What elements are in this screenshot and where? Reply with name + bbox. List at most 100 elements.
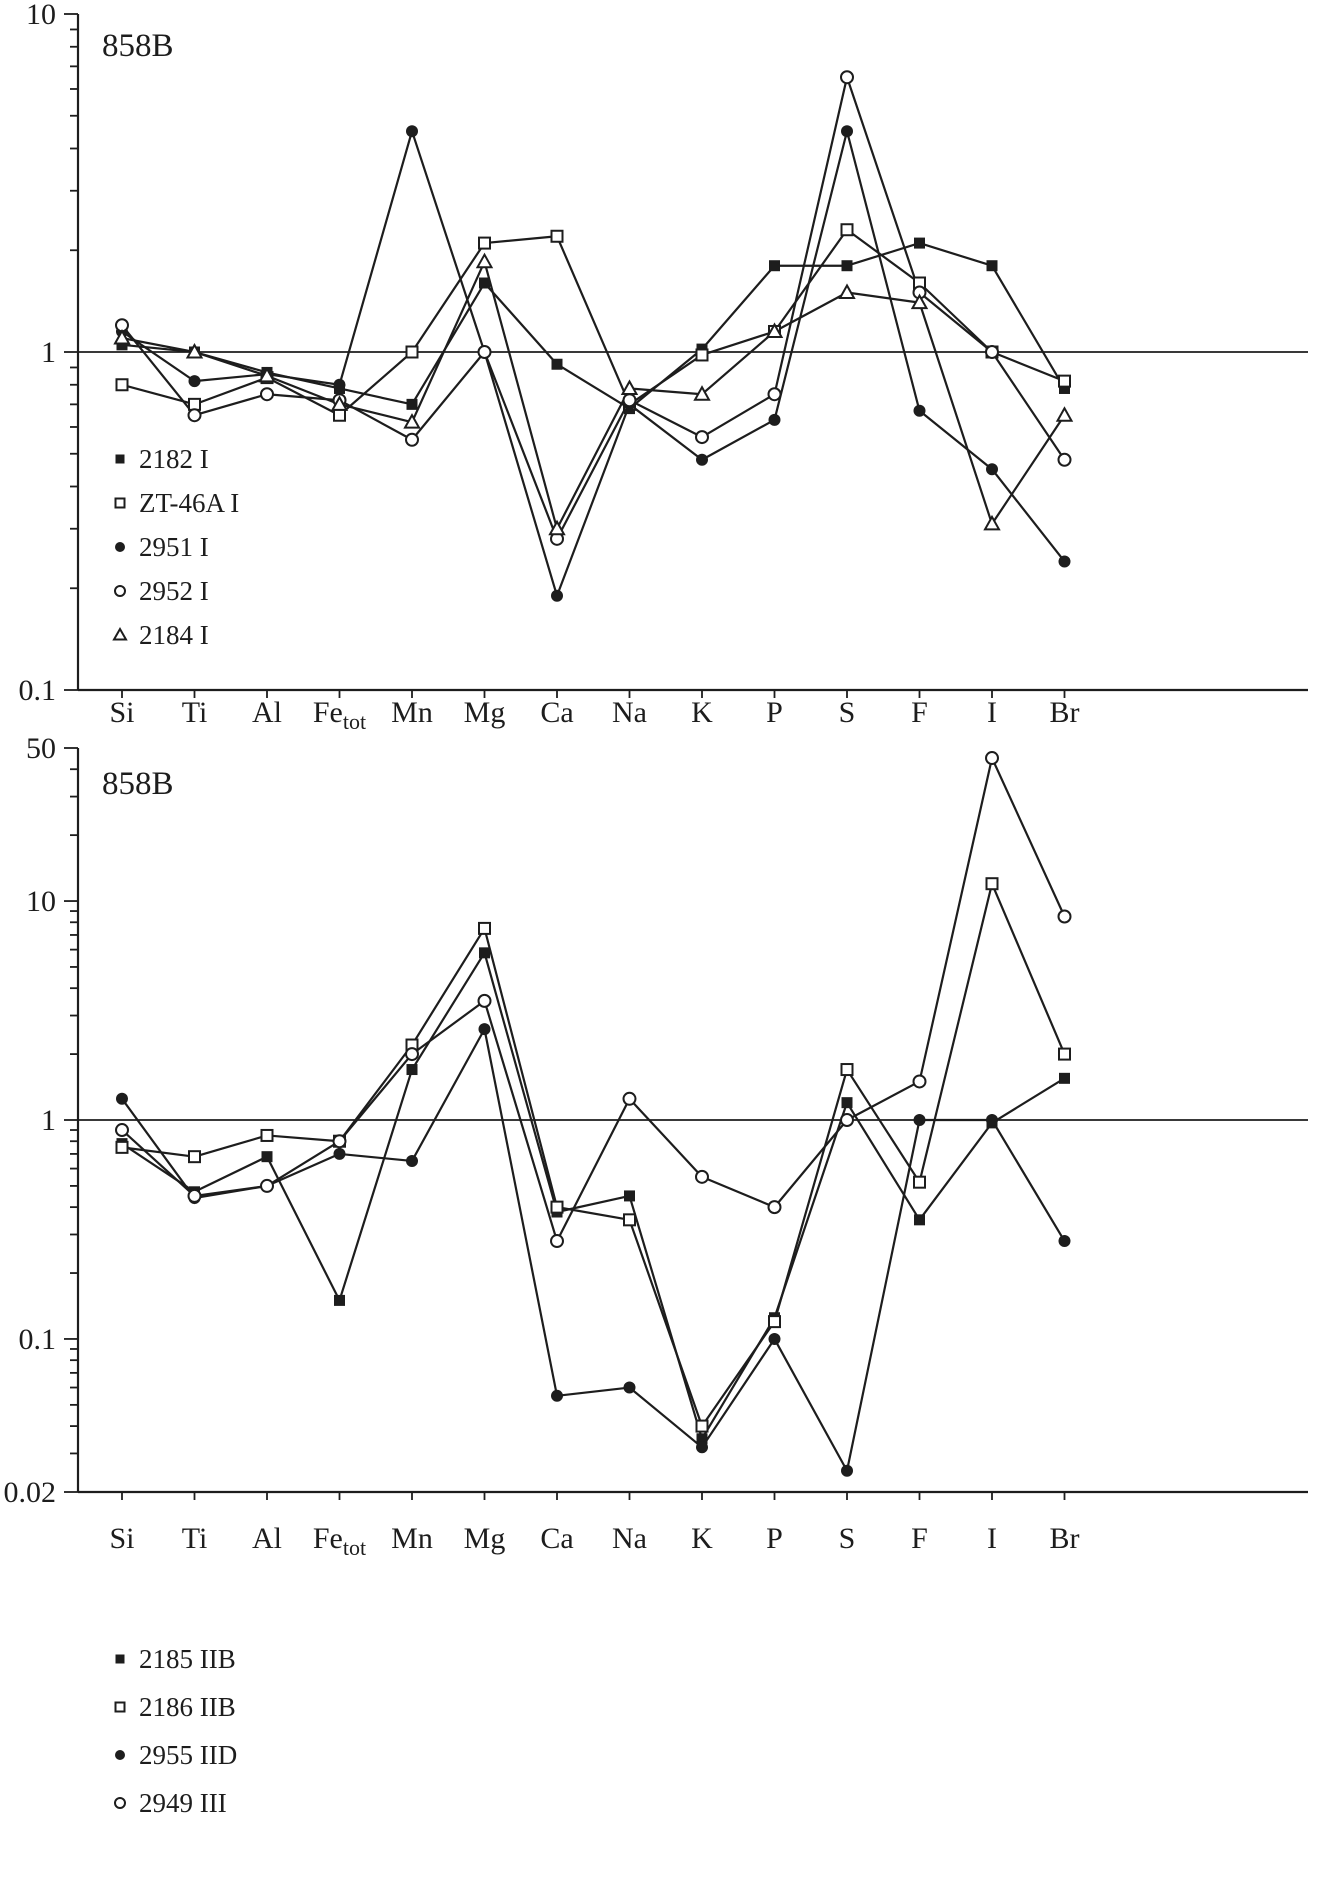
open-circle-marker: [405, 432, 419, 447]
series-line-2955-iid: [121, 1028, 1066, 1472]
filled-square-marker: [1059, 382, 1070, 394]
open-square-marker: [114, 497, 126, 509]
x-tick-label: Si: [109, 696, 134, 729]
open-circle-marker: [114, 585, 126, 597]
open-circle-marker: [767, 387, 782, 402]
legend-item: 2952 I: [114, 576, 209, 606]
open-triangle-marker: [113, 328, 131, 345]
legend-item: 2951 I: [115, 532, 209, 562]
x-tick-label: K: [691, 696, 713, 729]
series-markers-2955-iid: [116, 1023, 1071, 1477]
series-line-2184-i: [121, 260, 1066, 530]
open-triangle-marker: [112, 626, 128, 641]
filled-circle-marker: [696, 453, 708, 466]
filled-circle-marker: [551, 589, 563, 602]
open-circle-marker: [1057, 909, 1072, 924]
x-tick-label: Ca: [540, 696, 573, 729]
series-line-2949-iii: [121, 756, 1066, 1243]
legend-item: 2186 IIB: [114, 1692, 236, 1722]
open-circle-marker: [260, 387, 274, 402]
legend-label: 2952 I: [139, 576, 209, 606]
open-circle-marker: [622, 393, 637, 408]
open-square-marker: [1058, 374, 1071, 388]
y-tick-label: 1: [41, 1104, 56, 1137]
filled-circle-marker: [913, 1114, 926, 1126]
filled-square-marker: [551, 358, 563, 370]
x-tick-label: Br: [1050, 1522, 1080, 1555]
filled-square-marker: [769, 260, 780, 272]
open-square-marker: [188, 397, 201, 411]
open-triangle-marker: [403, 413, 421, 429]
panel-title: 858B: [102, 28, 174, 64]
filled-square-marker: [914, 1214, 925, 1226]
filled-circle-marker: [841, 125, 853, 138]
filled-square-marker: [624, 1190, 635, 1202]
filled-square-marker: [406, 398, 418, 410]
open-circle-marker: [550, 1234, 564, 1249]
filled-square-marker: [116, 339, 128, 351]
y-tick-label: 10: [26, 0, 56, 31]
open-triangle-marker: [620, 379, 639, 395]
open-triangle-marker: [475, 252, 494, 269]
filled-square-marker: [406, 1064, 418, 1076]
filled-circle-marker: [841, 1464, 853, 1477]
filled-circle-marker: [986, 463, 998, 476]
open-circle-marker: [332, 1134, 347, 1149]
y-tick-label: 0.1: [19, 1323, 57, 1356]
filled-square-marker: [261, 1151, 273, 1163]
filled-circle-marker: [768, 413, 781, 426]
open-circle-marker: [695, 1169, 709, 1184]
open-triangle-marker: [693, 385, 711, 401]
open-square-marker: [695, 348, 709, 362]
bottom-panel: 50 10 1 0.1 0.02 Si Ti Al Fetot Mn Mg Ca Na K P S F I Br 85…: [4, 732, 1308, 1818]
open-circle-marker: [477, 345, 492, 359]
series-markers-2184-i: [113, 252, 1074, 536]
legend-label: 2955 IID: [139, 1740, 237, 1770]
filled-circle-marker: [478, 1023, 491, 1036]
x-tick-label: P: [766, 1522, 783, 1555]
series-markers-2185-iib: [116, 947, 1070, 1445]
open-circle-marker: [405, 1047, 419, 1062]
filled-circle-marker: [333, 378, 346, 391]
legend-label: 2949 III: [139, 1788, 227, 1818]
filled-square-marker: [841, 1097, 853, 1109]
open-square-marker: [985, 877, 999, 891]
open-square-marker: [768, 1315, 781, 1329]
open-triangle-marker: [258, 366, 276, 383]
open-circle-marker: [187, 1188, 202, 1203]
x-tick-label: I: [987, 1522, 997, 1555]
open-circle-marker: [187, 408, 202, 423]
open-circle-marker: [695, 430, 709, 445]
legend: 2182 I ZT-46A I 2951 I 2952 I 2184 I: [112, 444, 239, 650]
series-line-2185-iib: [121, 951, 1066, 1440]
open-circle-marker: [840, 70, 854, 85]
open-square-marker: [478, 236, 491, 250]
open-square-marker: [115, 378, 129, 392]
open-square-marker: [840, 1063, 854, 1077]
open-circle-marker: [114, 1797, 126, 1809]
filled-circle-marker: [115, 542, 125, 552]
x-tick-label: Na: [612, 696, 647, 729]
x-tick-label: Al: [252, 1522, 282, 1555]
filled-circle-marker: [188, 375, 201, 388]
legend-label: ZT-46A I: [139, 488, 239, 518]
open-square-marker: [840, 223, 854, 237]
filled-square-marker: [479, 277, 490, 289]
x-tick-label: Ti: [182, 1522, 208, 1555]
legend-label: 2186 IIB: [139, 1692, 236, 1722]
y-tick-label: 10: [26, 885, 56, 918]
x-tick-label: F: [911, 696, 928, 729]
top-panel: 10 1 0.1 Si Ti Al Fetot Mn Mg Ca Na K P S F I Br 858B 2182…: [19, 0, 1308, 734]
legend-item: 2184 I: [112, 620, 209, 650]
open-circle-marker: [985, 751, 999, 766]
legend-label: 2951 I: [139, 532, 209, 562]
x-tick-label: Al: [252, 696, 282, 729]
series-line-zt-46a-i: [121, 228, 1065, 417]
legend-item: 2182 I: [115, 444, 209, 474]
open-square-marker: [550, 1200, 564, 1214]
legend-label: 2184 I: [139, 620, 209, 650]
open-triangle-marker: [548, 519, 566, 536]
x-tick-label: K: [691, 1522, 713, 1555]
open-square-marker: [115, 1140, 129, 1154]
